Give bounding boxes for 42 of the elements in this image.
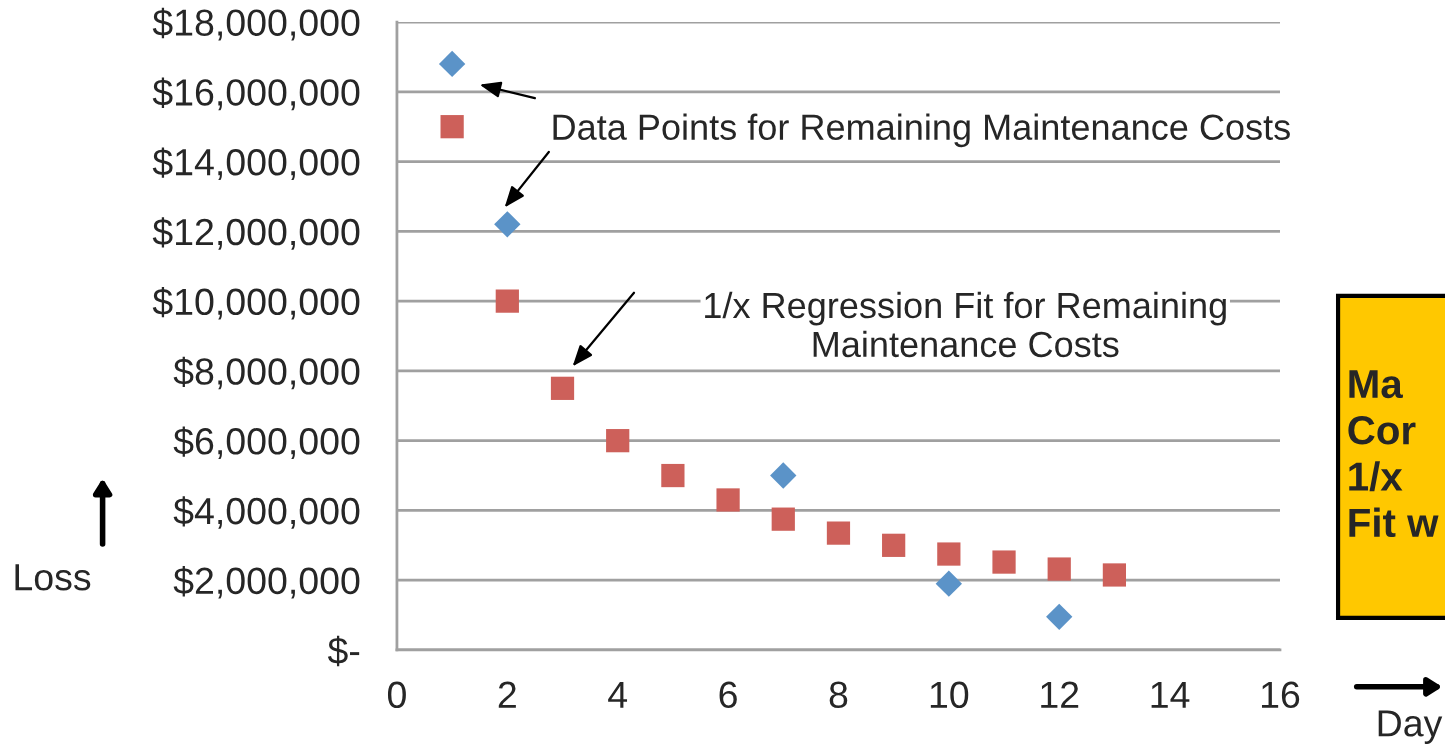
point: [606, 429, 630, 453]
x-tick-label: 16: [1261, 681, 1300, 709]
point: [716, 488, 740, 512]
y-tick-label: $8,000,000: [173, 356, 360, 390]
y-tick-label: $18,000,000: [152, 7, 360, 41]
x-tick-label: 2: [498, 681, 516, 708]
y-tick-label: $-: [327, 635, 360, 667]
x-tick-label: 0: [387, 681, 406, 709]
point: [937, 542, 961, 566]
x-tick-label: 12: [1041, 681, 1079, 708]
x-axis-title: Day: [1378, 710, 1443, 745]
point: [882, 533, 906, 557]
point: [440, 115, 464, 139]
x-tick-label: 6: [719, 681, 737, 709]
x-tick-label: 4: [608, 681, 628, 708]
y-tick-label: $14,000,000: [152, 147, 360, 180]
point: [992, 550, 1016, 574]
x-tick-label: 10: [930, 681, 969, 709]
y-tick-label: $10,000,000: [152, 286, 360, 320]
y-tick-label: $2,000,000: [173, 566, 360, 599]
point: [1047, 557, 1071, 581]
point: [826, 521, 851, 545]
point: [494, 211, 521, 238]
point: [770, 462, 797, 489]
y-tick-label: $6,000,000: [173, 426, 360, 460]
text: Ma Cor 1/x Fit w: [1348, 370, 1439, 538]
x-tick-label: 14: [1151, 681, 1190, 708]
annotation: Data Points for Remaining Maintenance Costs: [553, 113, 1290, 148]
y-axis-title: Loss: [15, 564, 91, 591]
point: [661, 463, 685, 488]
annotation: 1/x Regression Fit for Remaining Maintenance Costs: [705, 291, 1226, 358]
y-tick-label: $12,000,000: [152, 217, 360, 250]
point: [935, 570, 963, 597]
point: [495, 289, 519, 313]
x-tick-label: 8: [829, 681, 848, 709]
point: [438, 50, 466, 78]
point: [1102, 563, 1127, 587]
point: [771, 507, 795, 531]
point: [1046, 603, 1073, 631]
y-tick-label: $4,000,000: [173, 496, 360, 529]
point: [550, 376, 575, 400]
y-tick-label: $16,000,000: [152, 77, 360, 111]
